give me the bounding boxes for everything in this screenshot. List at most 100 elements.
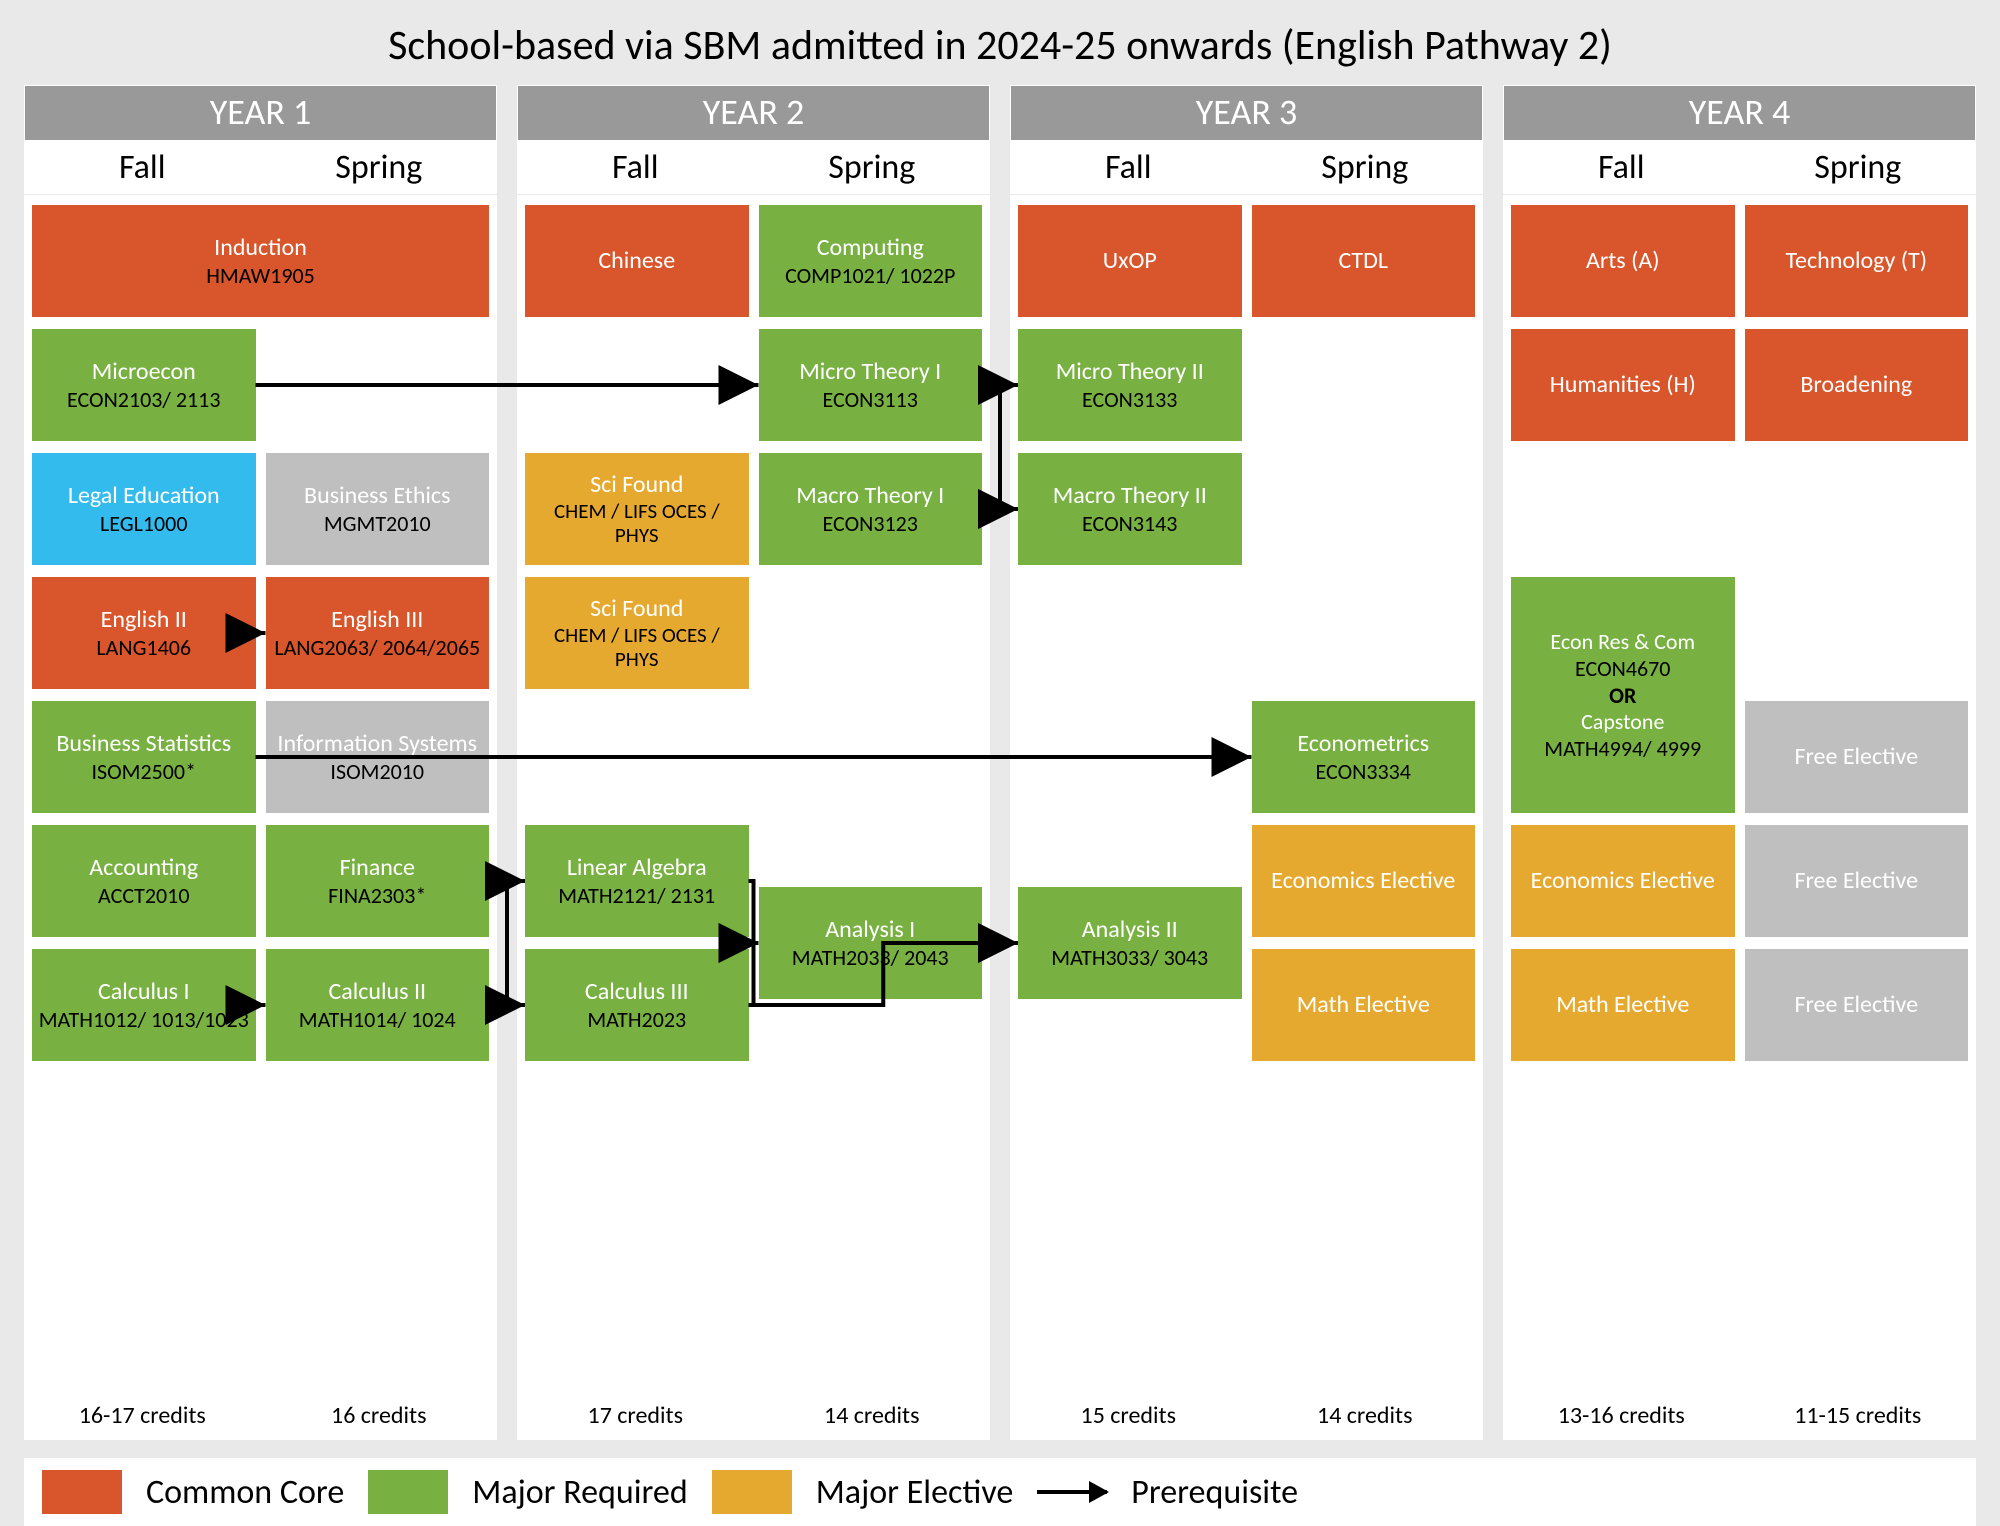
course-sci-found-2: Sci Found CHEM / LIFS OCES / PHYS <box>525 577 749 689</box>
course-free-elective-3: Free Elective <box>1745 949 1969 1061</box>
course-label: Sci Found <box>590 595 683 623</box>
course-macro-theory-i: Macro Theory I ECON3123 <box>759 453 983 565</box>
course-label: Finance <box>340 854 415 882</box>
y4-spring-header: Spring <box>1740 141 1977 194</box>
course-label: Micro Theory I <box>799 358 941 386</box>
page-title: School-based via SBM admitted in 2024-25… <box>24 20 1976 71</box>
course-label: Free Elective <box>1794 991 1918 1019</box>
legend-label-prerequisite: Prerequisite <box>1131 1472 1298 1513</box>
y1-fall-credits: 16-17 credits <box>24 1401 261 1430</box>
legend-swatch-major-elective <box>712 1470 792 1514</box>
course-english-ii: English II LANG1406 <box>32 577 256 689</box>
course-capstone: Econ Res & Com ECON4670 OR Capstone MATH… <box>1511 577 1735 813</box>
y2-fall-col: Chinese Sci Found CHEM / LIFS OCES / PHY… <box>525 205 749 1387</box>
course-code: FINA2303* <box>328 883 426 908</box>
year-1: YEAR 1 Fall Spring Induction HMAW1905 Mi… <box>24 85 497 1440</box>
y4-fall-header: Fall <box>1503 141 1740 194</box>
course-label: Macro Theory I <box>796 482 944 510</box>
course-analysis-ii: Analysis II MATH3033/ 3043 <box>1018 887 1242 999</box>
y3-fall-header: Fall <box>1010 141 1247 194</box>
course-label: Math Elective <box>1297 991 1430 1019</box>
legend-swatch-major-required <box>368 1470 448 1514</box>
course-micro-theory-i: Micro Theory I ECON3113 <box>759 329 983 441</box>
course-label: Econ Res & Com <box>1550 629 1695 654</box>
course-code: ECON3123 <box>823 511 918 536</box>
course-label: Macro Theory II <box>1053 482 1207 510</box>
course-label: Calculus I <box>98 978 190 1006</box>
course-arts: Arts (A) <box>1511 205 1735 317</box>
course-free-elective-2: Free Elective <box>1745 825 1969 937</box>
y3-fall-col: UxOP Micro Theory II ECON3133 Macro Theo… <box>1018 205 1242 1387</box>
course-business-ethics: Business Ethics MGMT2010 <box>266 453 490 565</box>
course-label: Business Statistics <box>56 730 231 758</box>
y3-spring-credits: 14 credits <box>1247 1401 1484 1430</box>
course-microecon: Microecon ECON2103/ 2113 <box>32 329 256 441</box>
course-label: Calculus II <box>328 978 426 1006</box>
course-code: ECON3133 <box>1082 387 1177 412</box>
course-english-iii: English III LANG2063/ 2064/2065 <box>266 577 490 689</box>
course-label: Legal Education <box>68 482 220 510</box>
course-info-systems: Information Systems ISOM2010 <box>266 701 490 813</box>
course-legal: Legal Education LEGL1000 <box>32 453 256 565</box>
course-label: UxOP <box>1103 247 1157 275</box>
course-analysis-i: Analysis I MATH2033/ 2043 <box>759 887 983 999</box>
course-code: MATH2121/ 2131 <box>558 883 715 908</box>
course-code: ECON3113 <box>823 387 918 412</box>
course-code: COMP1021/ 1022P <box>785 263 955 288</box>
course-sub: CHEM / LIFS OCES / PHYS <box>531 499 743 547</box>
course-sub: CHEM / LIFS OCES / PHYS <box>531 623 743 671</box>
course-code: LANG1406 <box>96 635 191 660</box>
course-code-2: MATH4994/ 4999 <box>1544 736 1701 761</box>
course-label: Sci Found <box>590 471 683 499</box>
course-label: Microecon <box>92 358 196 386</box>
course-chinese: Chinese <box>525 205 749 317</box>
course-broadening: Broadening <box>1745 329 1969 441</box>
course-label: Computing <box>817 234 924 262</box>
course-econ-elective-y3: Economics Elective <box>1252 825 1476 937</box>
year-3: YEAR 3 Fall Spring UxOP Micro Theory II … <box>1010 85 1483 1440</box>
course-label: Analysis II <box>1082 916 1178 944</box>
course-math-elective-y4: Math Elective <box>1511 949 1735 1061</box>
legend-swatch-common-core <box>42 1470 122 1514</box>
y2-spring-credits: 14 credits <box>754 1401 991 1430</box>
course-code: MGMT2010 <box>324 511 431 536</box>
y4-fall-credits: 13-16 credits <box>1503 1401 1740 1430</box>
year-2-header: YEAR 2 <box>517 85 990 141</box>
course-math-elective-y3: Math Elective <box>1252 949 1476 1061</box>
legend-label-major-required: Major Required <box>472 1472 687 1513</box>
course-accounting: Accounting ACCT2010 <box>32 825 256 937</box>
course-label: Arts (A) <box>1586 247 1660 275</box>
y2-spring-header: Spring <box>754 141 991 194</box>
course-code: MATH3033/ 3043 <box>1051 945 1208 970</box>
course-label: Free Elective <box>1794 867 1918 895</box>
course-code: MATH1012/ 1013/1023 <box>39 1007 249 1032</box>
course-technology: Technology (T) <box>1745 205 1969 317</box>
course-label-2: Capstone <box>1581 709 1664 734</box>
course-code: MATH2033/ 2043 <box>792 945 949 970</box>
y4-spring-col: Technology (T) Broadening Free Elective … <box>1745 205 1969 1387</box>
y2-spring-col: Computing COMP1021/ 1022P Micro Theory I… <box>759 205 983 1387</box>
course-induction: Induction HMAW1905 <box>32 205 489 317</box>
course-label: Humanities (H) <box>1550 371 1696 399</box>
year-2: YEAR 2 Fall Spring Chinese Sci Found CHE… <box>517 85 990 1440</box>
year-4-header: YEAR 4 <box>1503 85 1976 141</box>
y2-fall-header: Fall <box>517 141 754 194</box>
course-linear-algebra: Linear Algebra MATH2121/ 2131 <box>525 825 749 937</box>
course-uxop: UxOP <box>1018 205 1242 317</box>
course-calculus-iii: Calculus III MATH2023 <box>525 949 749 1061</box>
course-label: Accounting <box>89 854 198 882</box>
course-label: English III <box>331 606 423 634</box>
y2-fall-credits: 17 credits <box>517 1401 754 1430</box>
y4-spring-credits: 11-15 credits <box>1740 1401 1977 1430</box>
course-label: Calculus III <box>585 978 689 1006</box>
year-1-header: YEAR 1 <box>24 85 497 141</box>
course-ctdl: CTDL <box>1252 205 1476 317</box>
course-code: LANG2063/ 2064/2065 <box>274 635 480 660</box>
course-finance: Finance FINA2303* <box>266 825 490 937</box>
course-label: Linear Algebra <box>567 854 707 882</box>
year-3-header: YEAR 3 <box>1010 85 1483 141</box>
course-econometrics: Econometrics ECON3334 <box>1252 701 1476 813</box>
course-code: ECON4670 <box>1575 656 1670 681</box>
y3-spring-col: CTDL Econometrics ECON3334 Economics Ele… <box>1252 205 1476 1387</box>
course-code: ECON2103/ 2113 <box>67 387 220 412</box>
